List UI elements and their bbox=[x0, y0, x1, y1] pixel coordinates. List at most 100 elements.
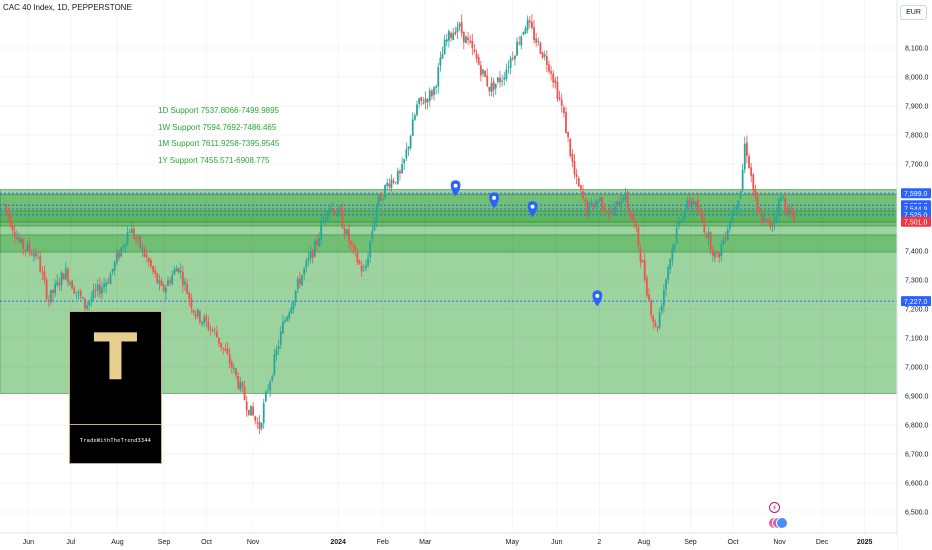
candle-body bbox=[247, 409, 250, 415]
candle-body bbox=[718, 252, 721, 258]
candle-body bbox=[752, 174, 755, 191]
watermark-logo: T TradeWithTheTrend3344 bbox=[69, 311, 162, 464]
candle-body bbox=[228, 354, 231, 364]
candles bbox=[3, 14, 795, 435]
candle-body bbox=[103, 284, 105, 288]
candle-body bbox=[520, 36, 523, 46]
candle-body bbox=[39, 256, 42, 272]
candle-body bbox=[571, 153, 574, 162]
pin-body bbox=[489, 192, 499, 209]
support-note-1y: 1Y Support 7455.571-6908.775 bbox=[158, 156, 270, 166]
candle-body bbox=[662, 290, 665, 306]
candle-body bbox=[277, 346, 280, 350]
candle-body bbox=[733, 210, 736, 214]
candle-body bbox=[590, 201, 593, 205]
candle-body bbox=[356, 252, 359, 263]
candle-body bbox=[716, 251, 719, 254]
earnings-icons[interactable] bbox=[767, 516, 791, 530]
candle-body bbox=[230, 361, 233, 368]
price-tick-label: 7,400.0 bbox=[905, 249, 928, 256]
candle-body bbox=[626, 192, 629, 209]
pin-body bbox=[450, 180, 461, 197]
candle-body bbox=[499, 77, 501, 83]
candle-body bbox=[545, 56, 548, 66]
lightning-icon[interactable]: ⚡ bbox=[769, 502, 780, 513]
candle-body bbox=[73, 288, 76, 294]
candle-body bbox=[737, 200, 740, 208]
logo-tile: T bbox=[70, 312, 161, 424]
candle-body bbox=[156, 273, 159, 284]
candle-body bbox=[69, 282, 71, 285]
time-tick-label: Nov bbox=[247, 539, 260, 546]
candle-body bbox=[3, 203, 5, 205]
candle-body bbox=[588, 202, 591, 216]
candle-body bbox=[245, 401, 248, 411]
candle-body bbox=[171, 274, 174, 285]
support-note-1w: 1W Support 7594.7692-7486.465 bbox=[158, 122, 277, 132]
candle-body bbox=[592, 203, 595, 209]
candle-body bbox=[786, 207, 789, 215]
candle-body bbox=[448, 31, 450, 41]
time-tick-label: Feb bbox=[377, 539, 389, 546]
candle-body bbox=[384, 185, 386, 198]
candle-body bbox=[465, 36, 467, 44]
candle-body bbox=[756, 197, 759, 211]
candle-body bbox=[743, 143, 746, 170]
candle-body bbox=[290, 307, 293, 314]
price-tick-label: 7,000.0 bbox=[905, 365, 928, 372]
candle-body bbox=[509, 58, 512, 68]
candle-body bbox=[267, 390, 269, 391]
candle-body bbox=[426, 98, 429, 103]
time-axis-background bbox=[0, 533, 897, 550]
candle-body bbox=[728, 222, 731, 229]
candle-body bbox=[198, 311, 201, 323]
candle-body bbox=[505, 69, 508, 80]
candle-body bbox=[722, 239, 725, 245]
candle-body bbox=[501, 80, 504, 82]
candle-body bbox=[780, 197, 782, 202]
candle-body bbox=[328, 208, 331, 215]
candle-body bbox=[660, 305, 663, 312]
price-tick-label: 6,900.0 bbox=[905, 394, 928, 401]
candle-body bbox=[345, 229, 348, 235]
time-tick-label: Jul bbox=[66, 539, 75, 546]
candle-body bbox=[132, 228, 135, 239]
candle-body bbox=[20, 239, 22, 243]
candle-body bbox=[601, 196, 604, 209]
candle-body bbox=[486, 75, 489, 87]
candle-body bbox=[222, 347, 225, 349]
time-tick-label: 2025 bbox=[857, 539, 873, 546]
candle-body bbox=[533, 27, 535, 41]
candle-body bbox=[7, 209, 10, 217]
candle-body bbox=[496, 77, 499, 82]
candle-body bbox=[320, 222, 323, 240]
support-note-1d: 1D Support 7537.8066-7499.9895 bbox=[158, 106, 279, 115]
candle-body bbox=[120, 247, 123, 257]
candle-body bbox=[301, 275, 303, 286]
candle-body bbox=[582, 191, 584, 198]
candle-body bbox=[296, 279, 299, 290]
candle-body bbox=[211, 330, 214, 332]
candle-body bbox=[637, 227, 640, 247]
candle-body bbox=[220, 342, 223, 348]
candle-body bbox=[186, 283, 189, 294]
price-tick-label: 7,100.0 bbox=[905, 336, 928, 343]
candle-body bbox=[313, 241, 316, 257]
candle-body bbox=[409, 135, 412, 148]
candle-body bbox=[648, 294, 650, 300]
candle-body bbox=[677, 220, 680, 227]
candle-body bbox=[260, 423, 263, 429]
candle-body bbox=[303, 268, 306, 275]
price-tick-label: 8,000.0 bbox=[905, 75, 928, 82]
candle-body bbox=[654, 322, 657, 327]
candle-body bbox=[639, 248, 642, 262]
currency-button[interactable]: EUR bbox=[900, 5, 927, 20]
candle-body bbox=[250, 405, 252, 416]
candle-body bbox=[98, 284, 101, 295]
candle-body bbox=[792, 212, 795, 222]
price-label: 7,227.0 bbox=[904, 299, 927, 306]
candle-body bbox=[492, 81, 495, 91]
candle-body bbox=[309, 251, 312, 259]
candle-body bbox=[643, 260, 646, 280]
